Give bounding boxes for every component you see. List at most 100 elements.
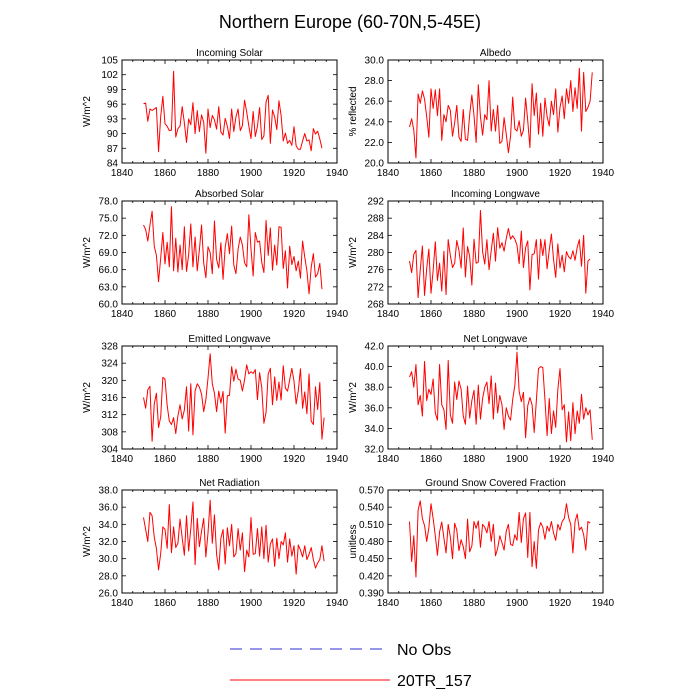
panel-title: Ground Snow Covered Fraction — [425, 478, 566, 489]
y-tick-label: 34.0 — [99, 520, 119, 531]
y-tick-label: 38.0 — [99, 486, 119, 497]
y-tick-label: 320 — [101, 376, 118, 387]
x-tick-label: 1840 — [377, 454, 400, 465]
y-tick-label: 28.0 — [365, 76, 385, 87]
x-tick-label: 1920 — [549, 309, 572, 320]
legend-label-no-obs: No Obs — [397, 642, 451, 659]
y-tick-label: 316 — [101, 393, 118, 404]
x-tick-label: 1860 — [420, 309, 443, 320]
y-tick-label: 63.0 — [99, 282, 119, 293]
y-axis-label: W/m^2 — [82, 526, 93, 557]
x-tick-label: 1900 — [240, 168, 263, 179]
x-tick-label: 1840 — [111, 598, 134, 609]
y-tick-label: 34.0 — [365, 424, 385, 435]
plot-frame — [387, 489, 604, 594]
x-tick-label: 1940 — [592, 454, 615, 465]
panel-ground-snow-covered-fraction: Ground Snow Covered Fraction unitless 1840… — [348, 478, 615, 609]
x-tick-label: 1860 — [420, 598, 443, 609]
series-line-20tr-157 — [143, 206, 323, 295]
x-tick-label: 1900 — [240, 309, 263, 320]
y-tick-label: 280 — [367, 248, 384, 259]
panel-title: Absorbed Solar — [195, 189, 265, 200]
y-tick-label: 328 — [101, 342, 118, 353]
x-tick-label: 1940 — [326, 454, 349, 465]
figure-title: Northern Europe (60-70N,5-45E) — [219, 12, 481, 32]
x-tick-label: 1940 — [592, 598, 615, 609]
y-tick-label: 0.480 — [359, 537, 384, 548]
y-tick-label: 93 — [107, 114, 119, 125]
y-tick-label: 22.0 — [365, 138, 385, 149]
x-tick-label: 1940 — [592, 168, 615, 179]
x-tick-label: 1920 — [549, 454, 572, 465]
y-tick-label: 32.0 — [365, 445, 385, 456]
y-tick-label: 0.450 — [359, 554, 384, 565]
y-tick-label: 105 — [101, 56, 118, 67]
x-tick-label: 1860 — [154, 168, 177, 179]
y-tick-label: 0.570 — [359, 486, 384, 497]
x-tick-label: 1920 — [283, 309, 306, 320]
y-axis-label: % reflected — [348, 86, 359, 136]
x-tick-label: 1880 — [463, 168, 486, 179]
plot-frame — [121, 345, 338, 450]
y-tick-label: 268 — [367, 300, 384, 311]
y-tick-label: 32.0 — [99, 537, 119, 548]
y-tick-label: 26.0 — [365, 97, 385, 108]
x-tick-label: 1860 — [420, 168, 443, 179]
y-tick-label: 26.0 — [99, 589, 119, 600]
y-tick-label: 0.510 — [359, 520, 384, 531]
x-tick-label: 1880 — [197, 454, 220, 465]
x-tick-label: 1880 — [463, 309, 486, 320]
panel-incoming-longwave: Incoming Longwave W/m^2 1840 1860 1880 1900 19… — [348, 189, 615, 320]
series-line-20tr-157 — [143, 499, 325, 575]
y-tick-label: 66.0 — [99, 265, 119, 276]
y-tick-label: 99 — [107, 85, 119, 96]
panel-title: Net Longwave — [464, 334, 528, 345]
y-tick-label: 75.0 — [99, 214, 119, 225]
y-tick-label: 96 — [107, 100, 119, 111]
y-tick-label: 292 — [367, 197, 384, 208]
y-tick-label: 30.0 — [99, 554, 119, 565]
y-tick-label: 78.0 — [99, 197, 119, 208]
panel-title: Albedo — [480, 48, 512, 59]
y-tick-label: 102 — [101, 70, 118, 81]
panel-net-longwave: Net Longwave W/m^2 1840 1860 1880 1900 1920 194… — [348, 334, 615, 465]
y-tick-label: 87 — [107, 144, 119, 155]
series-line-20tr-157 — [409, 500, 591, 578]
y-tick-label: 0.390 — [359, 589, 384, 600]
y-tick-label: 304 — [101, 445, 118, 456]
x-tick-label: 1920 — [283, 454, 306, 465]
y-tick-label: 90 — [107, 129, 119, 140]
x-tick-label: 1840 — [111, 309, 134, 320]
y-tick-label: 284 — [367, 231, 384, 242]
y-tick-label: 38.0 — [365, 383, 385, 394]
series-line-20tr-157 — [409, 351, 593, 443]
x-tick-label: 1900 — [240, 598, 263, 609]
series-line-20tr-157 — [409, 209, 591, 299]
x-tick-label: 1840 — [111, 454, 134, 465]
y-tick-label: 36.0 — [365, 403, 385, 414]
y-tick-label: 0.420 — [359, 571, 384, 582]
x-tick-label: 1940 — [326, 168, 349, 179]
y-tick-label: 20.0 — [365, 159, 385, 170]
panel-albedo: Albedo % reflected 1840 1860 1880 1900 1920 194… — [348, 48, 615, 179]
panel-title: Net Radiation — [199, 478, 260, 489]
x-tick-label: 1920 — [283, 168, 306, 179]
x-tick-label: 1900 — [506, 454, 529, 465]
plot-frame — [387, 59, 604, 164]
panels: Incoming Solar W/m^2 1840 1860 1880 1900 1920 1… — [82, 48, 615, 609]
y-tick-label: 36.0 — [99, 503, 119, 514]
y-tick-label: 24.0 — [365, 117, 385, 128]
x-tick-label: 1880 — [197, 168, 220, 179]
x-tick-label: 1900 — [240, 454, 263, 465]
legend-label-20tr-157: 20TR_157 — [397, 673, 472, 690]
y-axis-label: W/m^2 — [348, 382, 359, 413]
y-tick-label: 42.0 — [365, 342, 385, 353]
y-axis-label: unitless — [348, 525, 359, 559]
y-tick-label: 0.540 — [359, 503, 384, 514]
y-tick-label: 60.0 — [99, 300, 119, 311]
x-tick-label: 1940 — [592, 309, 615, 320]
plot-frame — [121, 489, 338, 594]
x-tick-label: 1860 — [154, 598, 177, 609]
x-tick-label: 1900 — [506, 598, 529, 609]
